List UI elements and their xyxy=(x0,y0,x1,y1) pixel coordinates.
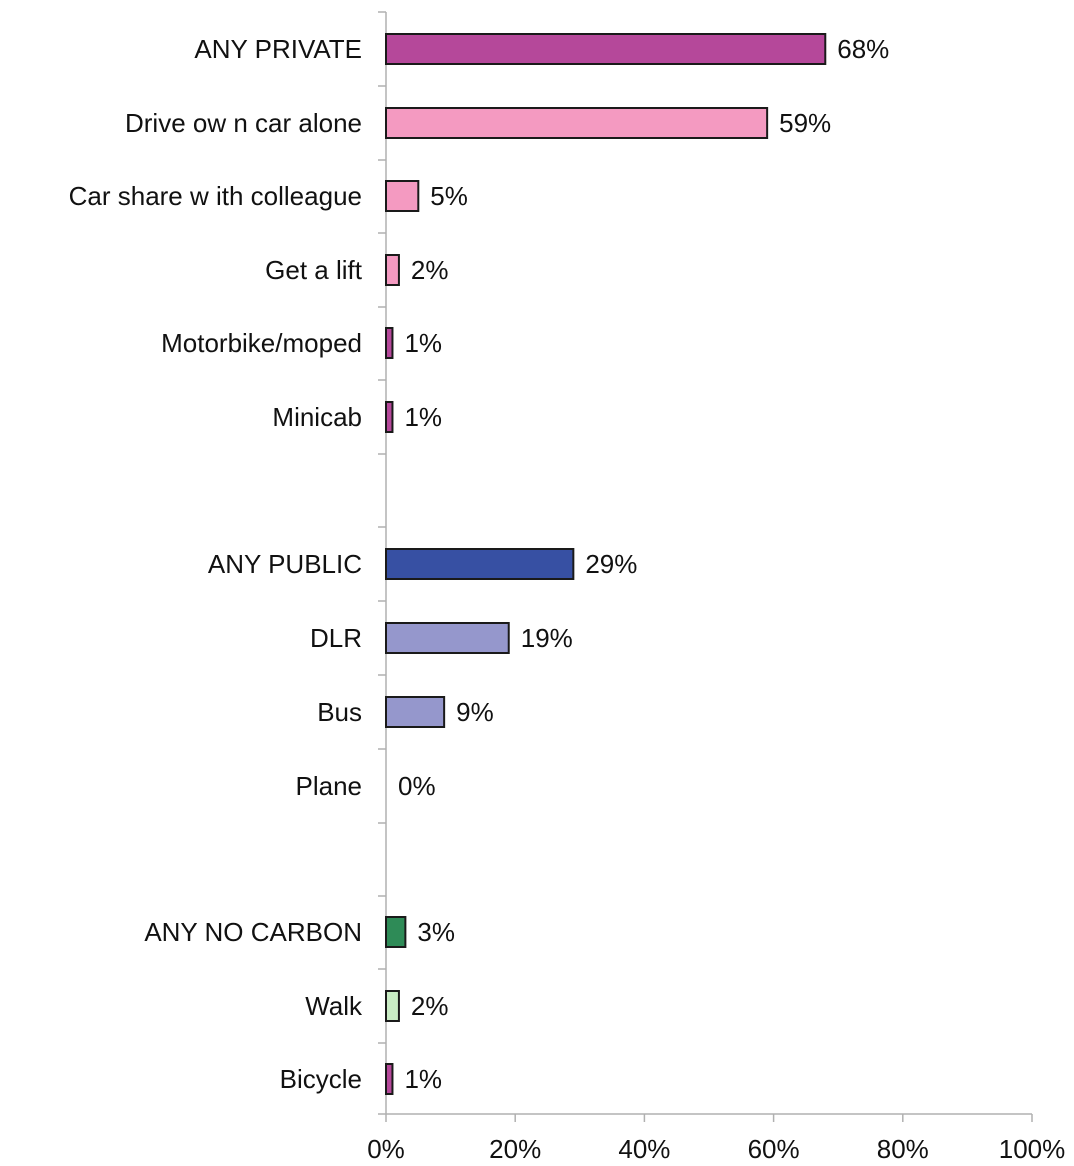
category-label: Bicycle xyxy=(280,1064,362,1094)
value-label: 2% xyxy=(411,255,449,285)
value-label: 5% xyxy=(430,181,468,211)
category-label: Motorbike/moped xyxy=(161,328,362,358)
value-label: 9% xyxy=(456,697,494,727)
bar xyxy=(385,254,400,286)
bar xyxy=(385,622,510,654)
bar xyxy=(385,1063,394,1095)
value-label: 29% xyxy=(585,549,637,579)
category-label: Walk xyxy=(305,991,363,1021)
category-label: DLR xyxy=(310,623,362,653)
bars xyxy=(385,33,827,1095)
value-label: 68% xyxy=(837,34,889,64)
category-label: ANY PUBLIC xyxy=(208,549,362,579)
labels: ANY PRIVATE 68% Drive ow n car alone 59% Car… xyxy=(69,34,890,1094)
value-label: 59% xyxy=(779,108,831,138)
axes: 0% 20% 40% 60% 80% 100% xyxy=(367,11,1066,1164)
category-label: Plane xyxy=(296,771,363,801)
bar xyxy=(385,180,420,212)
x-tick-label: 0% xyxy=(367,1134,405,1164)
value-label: 1% xyxy=(404,1064,442,1094)
bar xyxy=(385,401,394,433)
value-label: 3% xyxy=(417,917,455,947)
category-label: Car share w ith colleague xyxy=(69,181,362,211)
value-label: 0% xyxy=(398,771,436,801)
value-label: 1% xyxy=(404,402,442,432)
x-tick-label: 40% xyxy=(618,1134,670,1164)
category-label: Get a lift xyxy=(265,255,363,285)
x-tick-label: 100% xyxy=(999,1134,1066,1164)
category-label: ANY NO CARBON xyxy=(144,917,362,947)
x-tick-label: 60% xyxy=(748,1134,800,1164)
bar xyxy=(385,696,446,728)
bar xyxy=(385,107,769,139)
bar xyxy=(385,916,407,948)
category-label: Drive ow n car alone xyxy=(125,108,362,138)
x-tick-label: 80% xyxy=(877,1134,929,1164)
bar xyxy=(385,327,394,359)
category-label: ANY PRIVATE xyxy=(194,34,362,64)
bar xyxy=(385,33,827,65)
category-label: Bus xyxy=(317,697,362,727)
value-label: 19% xyxy=(521,623,573,653)
value-label: 1% xyxy=(404,328,442,358)
category-label: Minicab xyxy=(272,402,362,432)
x-tick-label: 20% xyxy=(489,1134,541,1164)
bar xyxy=(385,548,575,580)
value-label: 2% xyxy=(411,991,449,1021)
bar xyxy=(385,990,400,1022)
